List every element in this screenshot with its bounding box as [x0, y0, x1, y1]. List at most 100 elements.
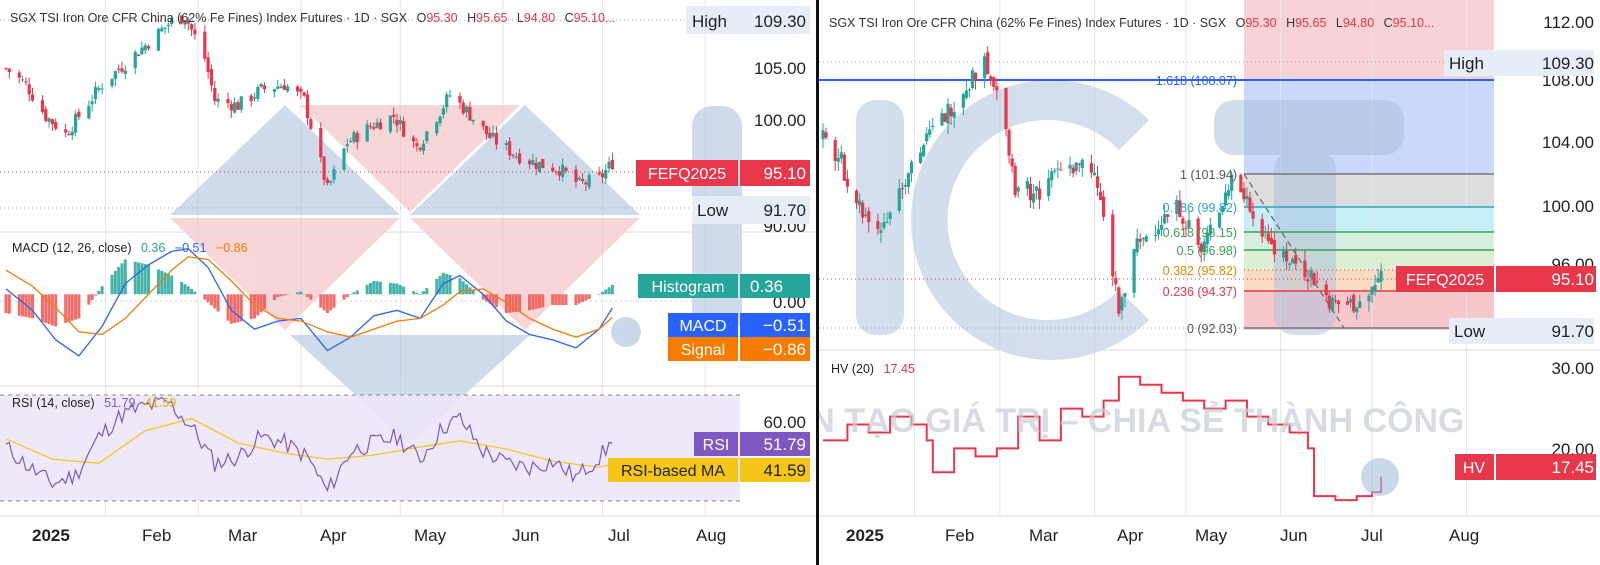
candle-body: [345, 144, 349, 147]
candle-body: [1089, 163, 1093, 173]
candle-body: [1053, 170, 1057, 172]
candle-body: [1239, 175, 1243, 193]
candle-body: [226, 99, 230, 104]
candle-body: [1068, 164, 1072, 169]
histogram-bar: [329, 294, 333, 311]
rsi-ma-tag-bg: [608, 458, 738, 482]
candle-body: [946, 103, 950, 124]
left-header: SGX TSI Iron Ore CFR China (62% Fe Fines…: [10, 11, 615, 25]
candle-body: [1208, 224, 1212, 235]
histogram-bar: [309, 294, 313, 300]
histogram-bar: [325, 294, 329, 314]
watermark-triangle-blue: [290, 335, 530, 445]
candle-body: [50, 119, 54, 125]
rsi-ma-line: [5, 417, 613, 468]
histogram-bar: [140, 263, 144, 295]
candle-body: [577, 177, 581, 180]
candle-body: [458, 95, 462, 103]
histogram-bar: [494, 294, 498, 308]
candle-body: [193, 29, 197, 35]
candle-body: [610, 159, 614, 170]
histogram-bar: [514, 294, 518, 312]
candle-body: [120, 68, 124, 72]
histogram-bar: [146, 264, 150, 295]
histogram-bar: [4, 294, 8, 314]
left-x-may: May: [414, 526, 447, 545]
left-ticker-tag-bg: [636, 160, 738, 186]
candle-body: [30, 94, 35, 101]
candle-body: [1309, 270, 1313, 278]
rsi-ma-value-bg: [740, 458, 810, 482]
candle-body: [368, 126, 373, 128]
left-x-axis: 2025 Feb Mar Apr May Jun Jul Aug: [32, 526, 726, 545]
candle-body: [1248, 197, 1252, 212]
candle-body: [1220, 206, 1225, 213]
candle-body: [1114, 277, 1118, 285]
candle-body: [1376, 278, 1380, 283]
right-x-axis: 2025 Feb Mar Apr May Jun Jul Aug: [846, 526, 1479, 545]
candle-body: [1007, 130, 1011, 156]
histogram-bar: [604, 289, 608, 295]
histogram-bar: [90, 294, 94, 301]
candle-body: [842, 154, 846, 181]
candle-body: [1181, 218, 1185, 224]
candle-body: [1123, 293, 1127, 297]
candle-body: [940, 113, 944, 126]
candle-body: [448, 95, 452, 97]
rsi-tick-60: 60.00: [763, 413, 806, 432]
histogram-bar: [40, 294, 44, 322]
histogram-bar: [180, 281, 184, 295]
histogram-bar: [445, 273, 449, 295]
histogram-bar: [21, 294, 25, 317]
histogram-bar: [286, 294, 290, 295]
right-chart-panel: 1.618 (108.07) 1 (101.94) 0.786 (99.82) …: [819, 0, 1600, 565]
signal-tag: Signal: [681, 342, 725, 359]
candle-body: [1031, 193, 1036, 203]
right-chart-svg: 1.618 (108.07) 1 (101.94) 0.786 (99.82) …: [819, 0, 1600, 545]
candle-body: [1367, 295, 1371, 302]
histogram-bar: [113, 270, 117, 295]
histogram-bar: [491, 294, 495, 306]
right-x-aug: Aug: [1449, 526, 1479, 545]
candle-body: [259, 83, 263, 87]
candle-body: [854, 190, 859, 204]
left-chart-panel: SGX TSI Iron Ore CFR China (62% Fe Fines…: [0, 0, 816, 545]
histogram-bar: [577, 294, 581, 304]
rsi-value-bg: [740, 432, 810, 456]
candle-body: [494, 133, 499, 145]
candle-body: [534, 162, 538, 169]
histogram-bar: [213, 294, 217, 309]
candle-body: [574, 169, 578, 182]
rsi-ma-value: 41.59: [763, 461, 806, 480]
right-tick-100: 100.00: [1542, 197, 1594, 216]
histogram-bar: [378, 281, 382, 295]
candle-body: [584, 182, 588, 185]
candle-body: [1260, 219, 1264, 237]
candle-body: [110, 78, 114, 86]
histogram-bar: [299, 291, 303, 295]
histogram-bar: [282, 294, 286, 296]
candle-body: [402, 121, 406, 137]
candle-body: [504, 142, 508, 146]
watermark-letter-t-stem: [1274, 150, 1336, 335]
histogram-bar: [77, 294, 81, 319]
candle-body: [302, 92, 306, 96]
watermark-text: KIẾN TẠO GIÁ TRỊ – CHIA SẺ THÀNH CÔNG: [819, 401, 1464, 440]
candle-body: [44, 109, 48, 121]
histogram-bar: [253, 294, 257, 319]
candle-body: [276, 86, 280, 89]
candle-body: [514, 156, 518, 158]
candle-body: [411, 137, 416, 142]
macd-value: −0.51: [763, 316, 806, 335]
right-last-price: 95.10: [1551, 270, 1594, 289]
candle-body: [1010, 158, 1014, 167]
macd-tag: MACD: [679, 318, 726, 335]
histogram-bar: [600, 291, 604, 295]
candle-body: [909, 161, 914, 174]
candle-body: [1242, 188, 1246, 200]
candle-body: [1153, 234, 1158, 236]
candle-body: [1245, 196, 1249, 200]
histogram-bar: [319, 294, 323, 308]
candle-body: [1138, 238, 1142, 242]
right-x-apr: Apr: [1117, 526, 1144, 545]
